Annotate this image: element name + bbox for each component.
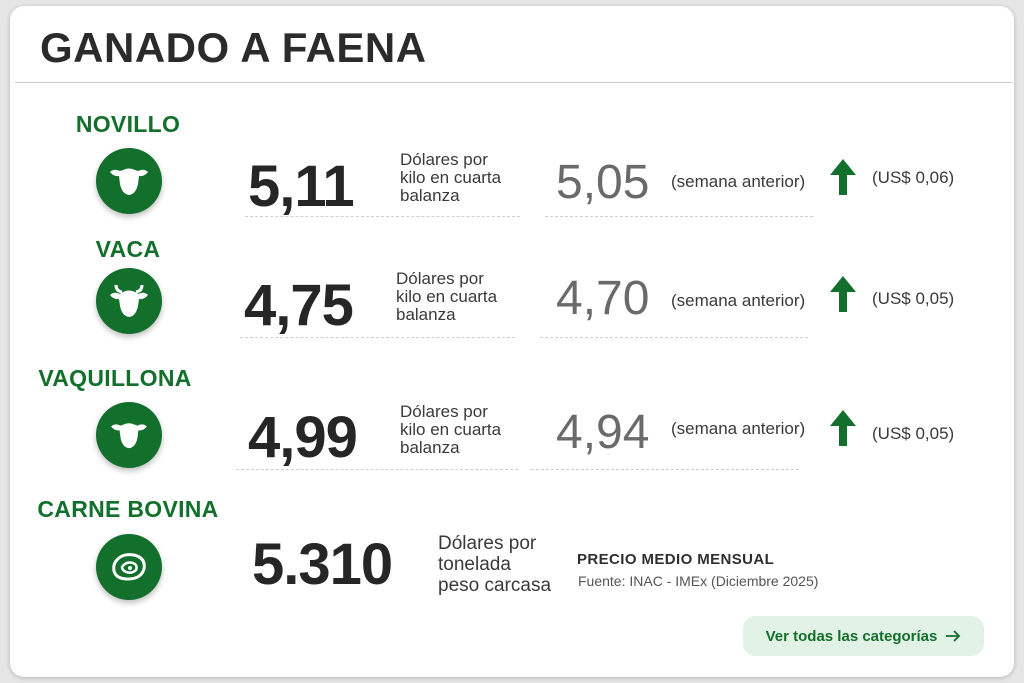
- unit-line: Dólares por: [400, 402, 488, 421]
- beef-cut-icon: [96, 534, 162, 600]
- price-change-novillo: (US$ 0,06): [872, 168, 955, 187]
- previous-value-vaca: 4,70: [556, 272, 650, 325]
- unit-line: Dólares por: [396, 269, 484, 288]
- unit-line: peso carcasa: [438, 575, 552, 596]
- source-note: Fuente: INAC - IMEx (Diciembre 2025): [578, 573, 819, 589]
- category-name-vaca: VACA: [95, 236, 161, 262]
- unit-line: balanza: [396, 305, 456, 324]
- trend-up-arrow-icon: [830, 159, 856, 195]
- price-unit-carne-bovina: Dólares por tonelada peso carcasa: [438, 533, 588, 596]
- previous-label: (semana anterior): [671, 172, 806, 191]
- price-value-vaca: 4,75: [244, 273, 354, 338]
- price-unit-vaquillona: Dólares por kilo en cuarta balanza: [400, 403, 540, 457]
- previous-value-vaquillona: 4,94: [556, 406, 650, 459]
- unit-line: kilo en cuarta: [400, 420, 502, 439]
- row-divider: [236, 469, 518, 470]
- view-all-categories-label: Ver todas las categorías: [765, 627, 938, 645]
- price-value-carne-bovina: 5.310: [252, 532, 393, 597]
- unit-line: Dólares por: [438, 533, 537, 554]
- row-divider: [531, 469, 799, 470]
- row-divider: [240, 337, 515, 338]
- unit-line: balanza: [400, 438, 460, 457]
- horned-cow-head-icon: [96, 268, 162, 334]
- price-value-novillo: 5,11: [248, 154, 355, 219]
- price-unit-novillo: Dólares por kilo en cuarta balanza: [400, 151, 540, 205]
- price-change-vaquillona: (US$ 0,05): [872, 424, 955, 443]
- row-divider: [245, 216, 520, 217]
- category-name-vaquillona: VAQUILLONA: [38, 365, 192, 391]
- price-value-vaquillona: 4,99: [248, 405, 358, 470]
- previous-label: (semana anterior): [671, 291, 806, 310]
- trend-up-arrow-icon: [830, 276, 856, 312]
- price-unit-vaca: Dólares por kilo en cuarta balanza: [396, 270, 536, 324]
- unit-line: Dólares por: [400, 150, 488, 169]
- previous-label: (semana anterior): [671, 419, 806, 438]
- price-change-vaca: (US$ 0,05): [872, 289, 955, 308]
- unit-line: kilo en cuarta: [400, 168, 502, 187]
- page-title: GANADO A FAENA: [40, 24, 427, 71]
- previous-value-novillo: 5,05: [556, 156, 650, 209]
- row-divider: [545, 216, 813, 217]
- heifer-head-icon: [96, 402, 162, 468]
- category-name-carne-bovina: CARNE BOVINA: [37, 496, 219, 522]
- category-name-novillo: NOVILLO: [75, 111, 181, 137]
- price-card: [10, 6, 1014, 677]
- arrow-right-icon: [946, 630, 961, 642]
- row-divider: [540, 337, 808, 338]
- unit-line: balanza: [400, 186, 460, 205]
- trend-up-arrow-icon: [830, 410, 856, 446]
- monthly-average-label: PRECIO MEDIO MENSUAL: [577, 551, 775, 568]
- unit-line: tonelada: [438, 554, 511, 575]
- view-all-categories-button[interactable]: Ver todas las categorías: [743, 616, 984, 656]
- unit-line: kilo en cuarta: [396, 287, 498, 306]
- title-divider: [15, 82, 1013, 83]
- cow-head-icon: [96, 148, 162, 214]
